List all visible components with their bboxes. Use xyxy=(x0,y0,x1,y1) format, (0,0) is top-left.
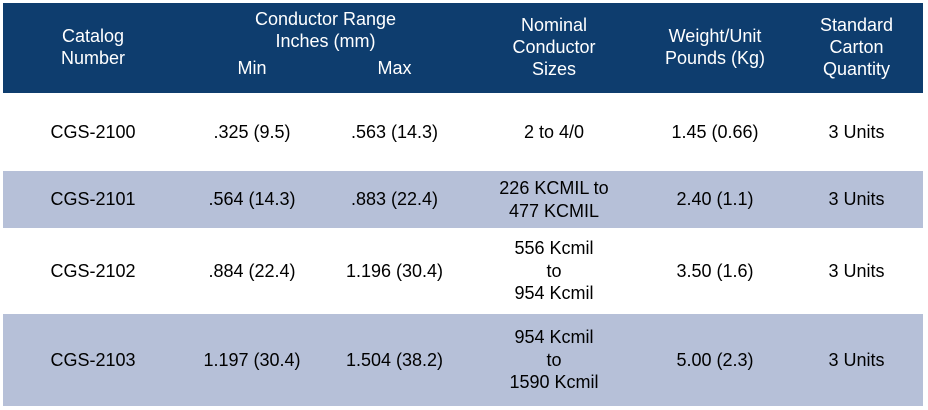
cell-min: .884 (22.4) xyxy=(208,260,296,281)
cell-min: 1.197 (30.4) xyxy=(203,349,301,370)
header-standard-carton-quantity: Standard Carton Quantity xyxy=(790,3,923,93)
cell-nominal-sizes: 226 KCMIL to 477 KCMIL xyxy=(499,178,609,221)
header-weight-unit: Weight/Unit Pounds (Kg) xyxy=(640,3,790,93)
table-row: CGS-2103 1.197 (30.4) 1.504 (38.2) 954 K… xyxy=(3,314,923,406)
cell-max: .563 (14.3) xyxy=(350,121,439,142)
cell-max: 1.196 (30.4) xyxy=(345,260,444,281)
conductor-spec-table: Catalog Number Conductor Range Inches (m… xyxy=(3,3,923,406)
cell-min: .564 (14.3) xyxy=(208,189,296,210)
cell-nominal-sizes: 556 Kcmil to 954 Kcmil xyxy=(514,238,594,304)
header-row-group: Catalog Number Conductor Range Inches (m… xyxy=(3,3,923,93)
cell-max: 1.504 (38.2) xyxy=(345,349,444,370)
cell-catalog-number: CGS-2102 xyxy=(50,260,136,281)
header-max: Max xyxy=(321,58,468,93)
header-min: Min xyxy=(183,58,321,93)
cell-max: .883 (22.4) xyxy=(350,189,439,210)
table-row: CGS-2102 .884 (22.4) 1.196 (30.4) 556 Kc… xyxy=(3,228,923,314)
header-nominal-conductor-sizes: Nominal Conductor Sizes xyxy=(468,3,640,93)
cell-weight: 5.00 (2.3) xyxy=(676,349,754,370)
cell-weight: 3.50 (1.6) xyxy=(676,260,754,281)
header-conductor-range: Conductor Range Inches (mm) xyxy=(183,3,468,58)
cell-carton-quantity: 3 Units xyxy=(828,349,885,370)
table-row: CGS-2100 .325 (9.5) .563 (14.3) 2 to 4/0… xyxy=(3,93,923,171)
cell-nominal-sizes: 954 Kcmil to 1590 Kcmil xyxy=(509,327,599,393)
cell-carton-quantity: 3 Units xyxy=(828,260,885,281)
cell-nominal-sizes: 2 to 4/0 xyxy=(523,121,585,142)
cell-weight: 1.45 (0.66) xyxy=(671,121,759,142)
cell-catalog-number: CGS-2101 xyxy=(50,189,136,210)
header-row-sub: Min Max xyxy=(3,58,923,93)
cell-weight: 2.40 (1.1) xyxy=(676,189,754,210)
cell-carton-quantity: 3 Units xyxy=(828,121,885,142)
header-catalog-number: Catalog Number xyxy=(3,3,183,93)
cell-catalog-number: CGS-2103 xyxy=(50,349,136,370)
cell-catalog-number: CGS-2100 xyxy=(50,121,136,142)
cell-min: .325 (9.5) xyxy=(213,121,291,142)
cell-carton-quantity: 3 Units xyxy=(828,189,885,210)
table-row: CGS-2101 .564 (14.3) .883 (22.4) 226 KCM… xyxy=(3,171,923,228)
